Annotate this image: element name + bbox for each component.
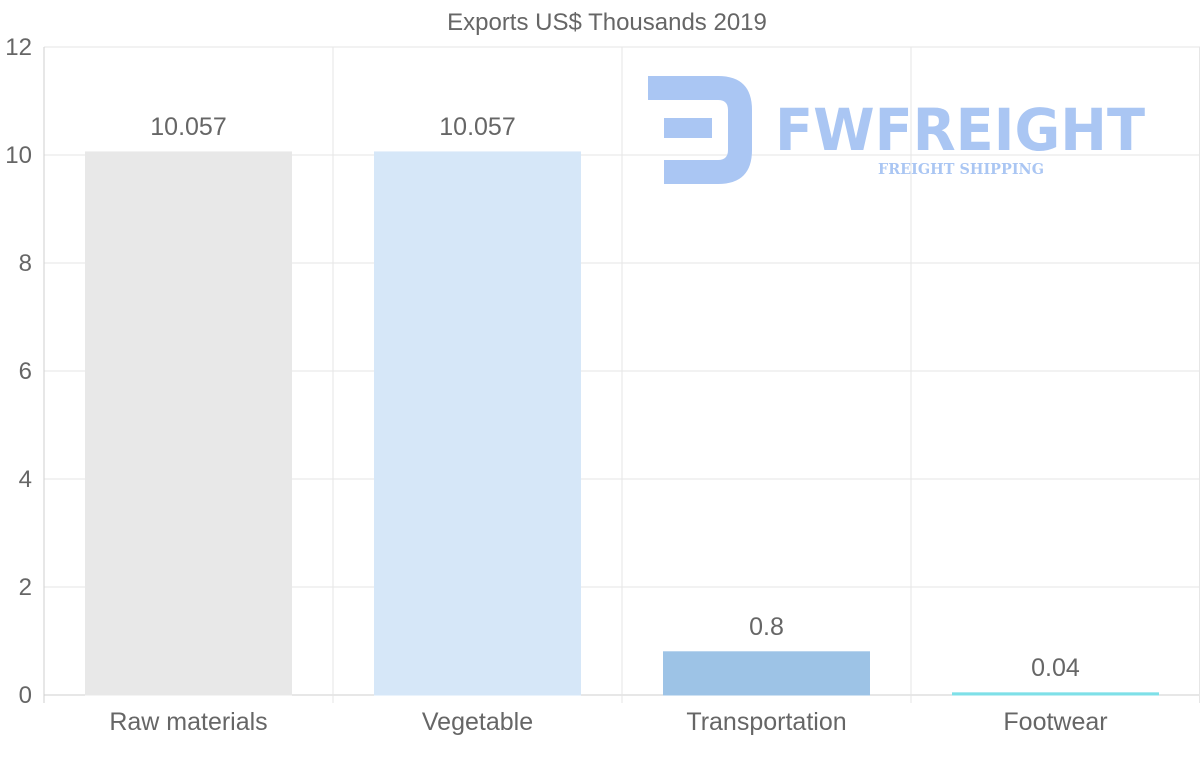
bar-value-label: 0.8 (749, 613, 784, 641)
bar-value-label: 0.04 (1031, 654, 1080, 682)
bar[interactable] (85, 151, 292, 696)
bar[interactable] (374, 151, 581, 696)
y-tick-label: 6 (19, 358, 32, 385)
fw-logo-mark-icon (648, 76, 752, 184)
bar[interactable] (663, 651, 870, 696)
x-category-label: Transportation (686, 708, 846, 736)
watermark-logo: FWFREIGHT FREIGHT SHIPPING (648, 76, 1145, 184)
bar[interactable] (952, 692, 1159, 696)
bars (85, 151, 1159, 696)
x-category-label: Raw materials (109, 708, 267, 736)
x-axis-categories: Raw materials Vegetable Transportation Foot… (109, 708, 1107, 736)
x-category-label: Footwear (1003, 708, 1107, 736)
y-tick-label: 4 (19, 466, 32, 493)
data-labels: 10.057 10.057 0.8 0.04 (150, 113, 1080, 682)
watermark-brand: FWFREIGHT (775, 96, 1145, 164)
x-category-label: Vegetable (422, 708, 533, 736)
y-tick-label: 2 (19, 574, 32, 601)
y-tick-label: 12 (5, 34, 32, 61)
y-axis-ticks: 0 2 4 6 8 10 12 (5, 34, 32, 709)
y-tick-label: 8 (19, 250, 32, 277)
bar-value-label: 10.057 (439, 113, 515, 141)
bar-value-label: 10.057 (150, 113, 226, 141)
y-tick-label: 10 (5, 142, 32, 169)
watermark-tagline: FREIGHT SHIPPING (878, 160, 1044, 178)
chart-title: Exports US$ Thousands 2019 (447, 9, 767, 36)
y-tick-label: 0 (19, 682, 32, 709)
